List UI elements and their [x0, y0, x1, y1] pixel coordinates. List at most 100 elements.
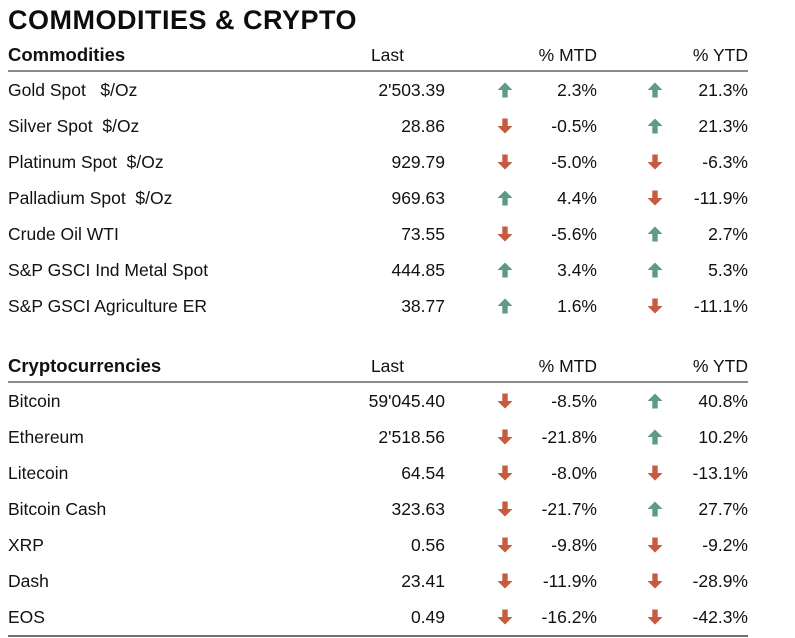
ytd-change-value: 21.3%: [698, 115, 748, 136]
down-arrow-icon: [635, 537, 675, 553]
col-header-last: Last: [370, 356, 405, 376]
down-arrow-icon: [635, 573, 675, 589]
instrument-label: Ethereum: [8, 426, 84, 447]
last-value: 969.63: [391, 187, 445, 208]
table-header-row: Cryptocurrencies Last % MTD % YTD: [8, 346, 748, 383]
mtd-change-value: -0.5%: [551, 115, 597, 136]
commodities-table: Commodities Last % MTD % YTD Gold Spot $…: [0, 35, 795, 324]
table-row: Gold Spot $/Oz 2'503.39 2.3% 21.3%: [8, 72, 748, 108]
table-row: Bitcoin 59'045.40 -8.5% 40.8%: [8, 383, 748, 419]
col-header-mtd: % MTD: [538, 356, 597, 376]
down-arrow-icon: [485, 537, 525, 553]
table-row: EOS 0.49 -16.2% -42.3%: [8, 599, 748, 635]
mtd-change-value: -5.0%: [551, 151, 597, 172]
last-value: 2'503.39: [378, 79, 445, 100]
ytd-change-value: -42.3%: [692, 606, 748, 627]
mtd-change-value: -8.5%: [551, 390, 597, 411]
down-arrow-icon: [485, 573, 525, 589]
last-value: 0.49: [410, 606, 445, 627]
instrument-label: S&P GSCI Ind Metal Spot: [8, 259, 209, 280]
ytd-change-value: -9.2%: [702, 534, 748, 555]
mtd-change-value: -16.2%: [541, 606, 597, 627]
mtd-change-value: 4.4%: [557, 187, 597, 208]
instrument-label: Gold Spot $/Oz: [8, 79, 138, 100]
ytd-change-value: 2.7%: [708, 223, 748, 244]
ytd-change-value: 5.3%: [708, 259, 748, 280]
down-arrow-icon: [635, 609, 675, 625]
mtd-change-value: 3.4%: [557, 259, 597, 280]
last-value: 64.54: [401, 462, 445, 483]
last-value: 0.56: [410, 534, 445, 555]
down-arrow-icon: [485, 609, 525, 625]
col-header-ytd: % YTD: [692, 356, 748, 376]
up-arrow-icon: [635, 429, 675, 445]
instrument-label: Silver Spot $/Oz: [8, 115, 140, 136]
last-value: 2'518.56: [378, 426, 445, 447]
table-row: Silver Spot $/Oz 28.86 -0.5% 21.3%: [8, 108, 748, 144]
up-arrow-icon: [485, 262, 525, 278]
table-row: XRP 0.56 -9.8% -9.2%: [8, 527, 748, 563]
last-value: 929.79: [391, 151, 445, 172]
mtd-change-value: 1.6%: [557, 295, 597, 316]
cryptocurrencies-table: Cryptocurrencies Last % MTD % YTD Bitcoi…: [0, 346, 795, 637]
down-arrow-icon: [635, 298, 675, 314]
up-arrow-icon: [485, 298, 525, 314]
instrument-label: XRP: [8, 534, 44, 555]
ytd-change-value: -13.1%: [692, 462, 748, 483]
down-arrow-icon: [485, 226, 525, 242]
section-title-commodities: Commodities: [8, 44, 126, 65]
up-arrow-icon: [635, 262, 675, 278]
down-arrow-icon: [485, 393, 525, 409]
mtd-change-value: -21.7%: [541, 498, 597, 519]
table-row: Litecoin 64.54 -8.0% -13.1%: [8, 455, 748, 491]
table-row: Dash 23.41 -11.9% -28.9%: [8, 563, 748, 599]
ytd-change-value: 40.8%: [698, 390, 748, 411]
table-row: S&P GSCI Ind Metal Spot 444.85 3.4% 5.3%: [8, 252, 748, 288]
last-value: 444.85: [391, 259, 445, 280]
down-arrow-icon: [635, 190, 675, 206]
up-arrow-icon: [635, 393, 675, 409]
instrument-label: Bitcoin: [8, 390, 61, 411]
instrument-label: Litecoin: [8, 462, 69, 483]
down-arrow-icon: [635, 154, 675, 170]
instrument-label: S&P GSCI Agriculture ER: [8, 295, 208, 316]
up-arrow-icon: [485, 82, 525, 98]
up-arrow-icon: [635, 226, 675, 242]
down-arrow-icon: [485, 429, 525, 445]
up-arrow-icon: [485, 190, 525, 206]
table-header-row: Commodities Last % MTD % YTD: [8, 35, 748, 72]
table-row: Ethereum 2'518.56 -21.8% 10.2%: [8, 419, 748, 455]
table-row: S&P GSCI Agriculture ER 38.77 1.6% -11.1%: [8, 288, 748, 324]
last-value: 73.55: [401, 223, 445, 244]
ytd-change-value: -11.1%: [693, 295, 748, 316]
mtd-change-value: -9.8%: [551, 534, 597, 555]
last-value: 323.63: [391, 498, 445, 519]
col-header-ytd: % YTD: [692, 45, 748, 65]
instrument-label: Dash: [8, 570, 49, 591]
mtd-change-value: -11.9%: [542, 570, 597, 591]
instrument-label: EOS: [8, 606, 45, 627]
page-title: COMMODITIES & CRYPTO: [8, 5, 358, 35]
down-arrow-icon: [635, 465, 675, 481]
col-header-last: Last: [370, 45, 405, 65]
last-value: 28.86: [401, 115, 445, 136]
down-arrow-icon: [485, 465, 525, 481]
mtd-change-value: 2.3%: [557, 79, 597, 100]
up-arrow-icon: [635, 501, 675, 517]
instrument-label: Palladium Spot $/Oz: [8, 187, 173, 208]
table-row: Platinum Spot $/Oz 929.79 -5.0% -6.3%: [8, 144, 748, 180]
table-row: Palladium Spot $/Oz 969.63 4.4% -11.9%: [8, 180, 748, 216]
col-header-mtd: % MTD: [538, 45, 597, 65]
ytd-change-value: 27.7%: [698, 498, 748, 519]
table-row: Bitcoin Cash 323.63 -21.7% 27.7%: [8, 491, 748, 527]
mtd-change-value: -21.8%: [541, 426, 597, 447]
table-body-cryptocurrencies: Bitcoin 59'045.40 -8.5% 40.8% Ethereum 2'518.…: [8, 383, 748, 637]
ytd-change-value: 21.3%: [698, 79, 748, 100]
instrument-label: Bitcoin Cash: [8, 498, 107, 519]
last-value: 23.41: [401, 570, 445, 591]
last-value: 38.77: [401, 295, 445, 316]
table-row: Crude Oil WTI 73.55 -5.6% 2.7%: [8, 216, 748, 252]
ytd-change-value: -6.3%: [702, 151, 748, 172]
mtd-change-value: -5.6%: [551, 223, 597, 244]
